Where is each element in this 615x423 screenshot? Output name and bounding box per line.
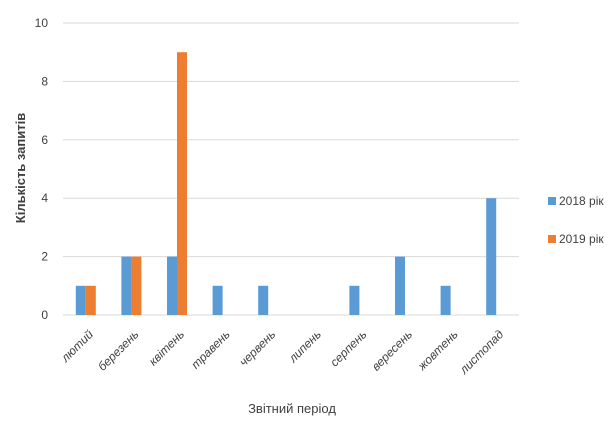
y-tick-label: 4 bbox=[41, 191, 48, 205]
bar-series2-0 bbox=[85, 285, 96, 315]
legend: 2018 рік 2019 рік bbox=[548, 194, 604, 246]
bar-series2-2 bbox=[177, 52, 187, 315]
legend-label: 2019 рік bbox=[559, 232, 604, 246]
bars bbox=[75, 52, 497, 315]
x-tick-label: березень bbox=[95, 327, 141, 373]
x-tick-label: серпень bbox=[327, 327, 369, 369]
bar-series1-2 bbox=[167, 256, 177, 315]
x-tick-label: квітень bbox=[146, 327, 187, 368]
bar-series1-7 bbox=[395, 256, 405, 315]
y-tick-label: 0 bbox=[41, 308, 48, 322]
bar-series1-4 bbox=[258, 285, 269, 315]
bar-series1-1 bbox=[121, 256, 132, 315]
legend-swatch bbox=[548, 235, 556, 243]
y-tick-label: 6 bbox=[41, 133, 48, 147]
bar-series1-3 bbox=[212, 285, 223, 315]
x-tick-label: лютий bbox=[58, 327, 97, 366]
bar-series1-8 bbox=[440, 285, 451, 315]
bar-series1-0 bbox=[75, 285, 86, 315]
x-tick-label: вересень bbox=[369, 327, 415, 373]
x-tick-label: жовтень bbox=[414, 327, 460, 373]
x-tick-label: червень bbox=[236, 327, 278, 369]
y-axis-ticks: 0 2 4 6 8 10 bbox=[35, 16, 49, 322]
bar-series1-6 bbox=[349, 285, 360, 315]
x-tick-label: липень bbox=[285, 327, 324, 366]
bar-series1-9 bbox=[486, 198, 497, 315]
x-axis-ticks: лютий березень квітень травень червень липень… bbox=[58, 327, 507, 377]
legend-label: 2018 рік bbox=[559, 194, 604, 208]
y-tick-label: 8 bbox=[41, 74, 48, 88]
legend-swatch bbox=[548, 197, 556, 205]
y-tick-label: 10 bbox=[35, 16, 49, 30]
y-tick-label: 2 bbox=[41, 250, 48, 264]
x-tick-label: травень bbox=[188, 327, 232, 371]
x-tick-label: листопад bbox=[456, 327, 506, 377]
y-axis-title: Кількість запитів bbox=[13, 113, 28, 223]
x-axis-title: Звітний період bbox=[248, 401, 336, 416]
bar-series2-1 bbox=[131, 256, 142, 315]
